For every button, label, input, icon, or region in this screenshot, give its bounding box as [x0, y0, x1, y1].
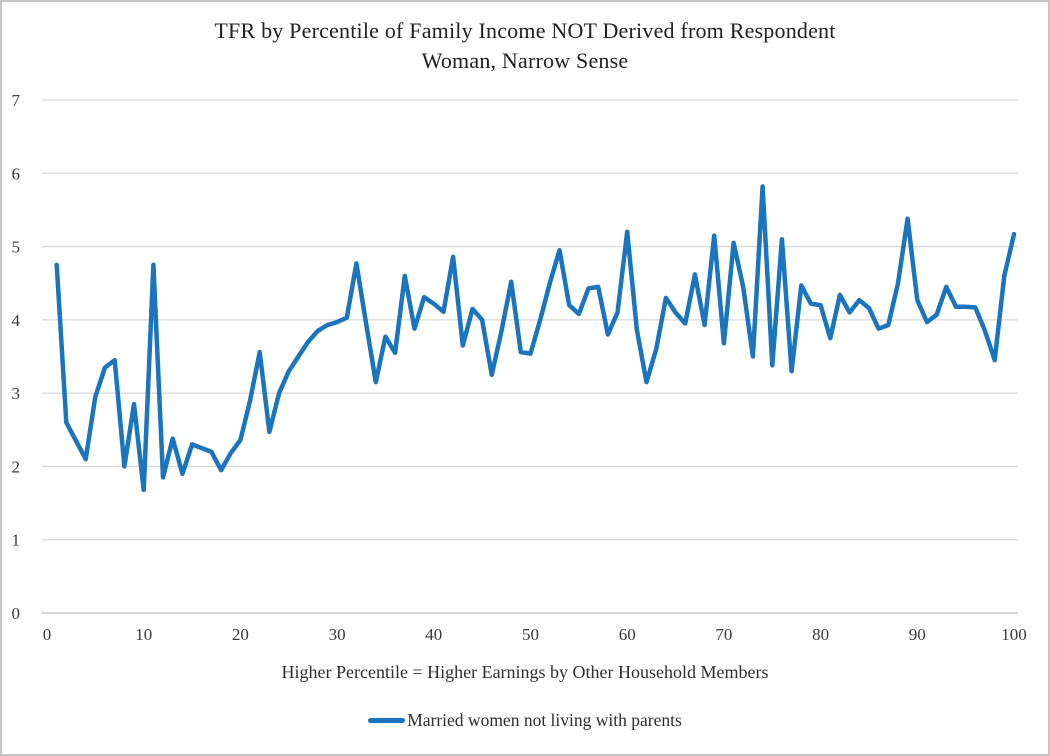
y-tick-label: 5	[12, 238, 21, 257]
x-tick-label: 50	[522, 625, 539, 644]
y-tick-label: 0	[12, 604, 21, 623]
x-tick-label: 0	[43, 625, 52, 644]
y-tick-label: 3	[12, 384, 21, 403]
y-tick-label: 2	[12, 457, 21, 476]
x-tick-label: 70	[715, 625, 732, 644]
x-tick-label: 40	[425, 625, 442, 644]
y-tick-label: 6	[12, 164, 21, 183]
chart-title: TFR by Percentile of Family Income NOT D…	[2, 16, 1048, 76]
x-tick-label: 20	[232, 625, 249, 644]
x-tick-label: 30	[329, 625, 346, 644]
x-tick-label: 10	[135, 625, 152, 644]
x-tick-label: 90	[909, 625, 926, 644]
y-tick-label: 4	[12, 311, 21, 330]
x-tick-label: 100	[1001, 625, 1027, 644]
y-tick-label: 1	[12, 531, 21, 550]
x-tick-label: 60	[619, 625, 636, 644]
chart-title-line2: Woman, Narrow Sense	[421, 48, 629, 73]
legend: Married women not living with parents	[2, 710, 1048, 731]
series-line	[54, 184, 1017, 493]
legend-line-marker	[368, 718, 406, 723]
y-tick-label: 7	[12, 91, 21, 110]
x-tick-label: 80	[812, 625, 829, 644]
chart-title-line1: TFR by Percentile of Family Income NOT D…	[214, 18, 836, 43]
x-axis-title: Higher Percentile = Higher Earnings by O…	[281, 662, 769, 682]
legend-series-label: Married women not living with parents	[407, 710, 682, 730]
